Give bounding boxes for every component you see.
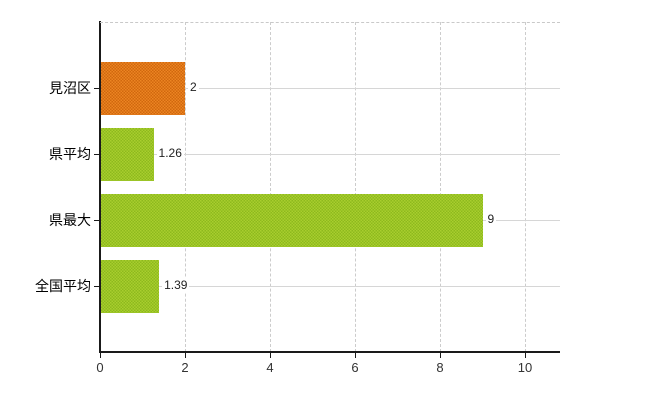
bar [101, 259, 160, 313]
x-tick-mark [184, 352, 186, 358]
category-label: 県最大 [49, 212, 91, 228]
y-tick-mark [94, 219, 99, 221]
y-tick-mark [94, 153, 99, 155]
x-tick-label: 8 [436, 360, 444, 375]
x-tick-label: 4 [266, 360, 274, 375]
value-label: 1.39 [162, 278, 190, 292]
gridline-vertical [269, 22, 271, 352]
y-axis-line [99, 21, 101, 352]
row-gridline [100, 87, 560, 89]
x-tick-mark [439, 352, 441, 358]
x-tick-mark [354, 352, 356, 358]
gridline-vertical [524, 22, 526, 352]
value-label: 2 [188, 80, 199, 94]
value-label: 9 [485, 212, 497, 226]
x-tick-label: 6 [351, 360, 359, 375]
y-tick-mark [94, 285, 99, 287]
value-label: 1.26 [156, 146, 184, 160]
gridline-vertical [354, 22, 356, 352]
category-label: 全国平均 [35, 278, 91, 294]
gridline-vertical [439, 22, 441, 352]
bar [101, 127, 154, 181]
y-tick-mark [94, 87, 99, 89]
gridline-vertical [184, 22, 186, 352]
bar [101, 193, 483, 247]
x-tick-label: 0 [96, 360, 104, 375]
category-label: 見沼区 [49, 80, 91, 96]
row-gridline [100, 285, 560, 287]
row-gridline [100, 153, 560, 155]
x-tick-mark [524, 352, 526, 358]
x-tick-label: 2 [181, 360, 189, 375]
x-axis-line [99, 351, 560, 353]
x-tick-mark [269, 352, 271, 358]
bar [101, 61, 185, 115]
plot-top-border [100, 22, 560, 23]
category-label: 県平均 [49, 146, 91, 162]
x-tick-mark [99, 352, 101, 358]
x-tick-label: 10 [517, 360, 533, 375]
